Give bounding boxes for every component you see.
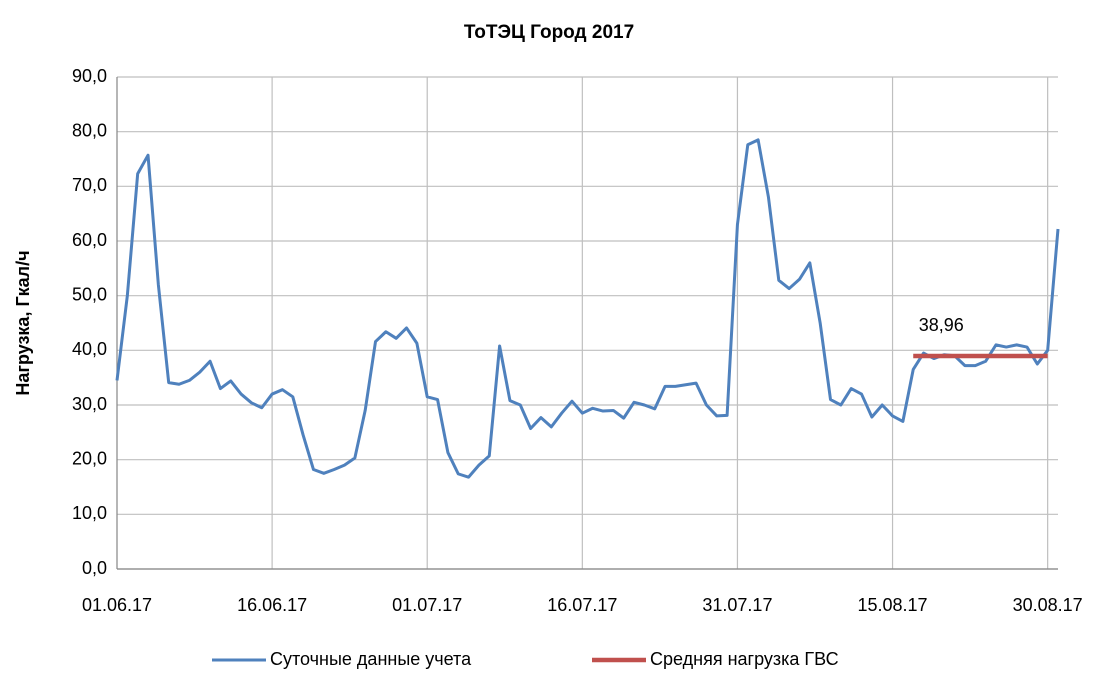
x-tick-label: 16.06.17 xyxy=(237,595,307,615)
y-tick-label: 50,0 xyxy=(72,284,107,304)
x-tick-label: 01.06.17 xyxy=(82,595,152,615)
chart-title: ТоТЭЦ Город 2017 xyxy=(464,22,634,43)
y-tick-label: 40,0 xyxy=(72,339,107,359)
y-tick-label: 30,0 xyxy=(72,394,107,414)
y-tick-label: 90,0 xyxy=(72,66,107,86)
y-tick-label: 60,0 xyxy=(72,230,107,250)
y-tick-label: 10,0 xyxy=(72,503,107,523)
y-tick-label: 20,0 xyxy=(72,448,107,468)
series-line xyxy=(115,138,1060,479)
legend-label: Средняя нагрузка ГВС xyxy=(650,649,839,669)
y-tick-label: 0,0 xyxy=(82,558,107,578)
x-tick-label: 31.07.17 xyxy=(702,595,772,615)
x-tick-label: 01.07.17 xyxy=(392,595,462,615)
data-label: 38,96 xyxy=(919,315,964,335)
x-tick-label: 16.07.17 xyxy=(547,595,617,615)
x-tick-label: 15.08.17 xyxy=(858,595,928,615)
legend-label: Суточные данные учета xyxy=(270,649,472,669)
y-tick-label: 70,0 xyxy=(72,175,107,195)
x-tick-label: 30.08.17 xyxy=(1013,595,1083,615)
y-tick-label: 80,0 xyxy=(72,120,107,140)
y-axis-label: Нагрузка, Гкал/ч xyxy=(13,250,33,395)
